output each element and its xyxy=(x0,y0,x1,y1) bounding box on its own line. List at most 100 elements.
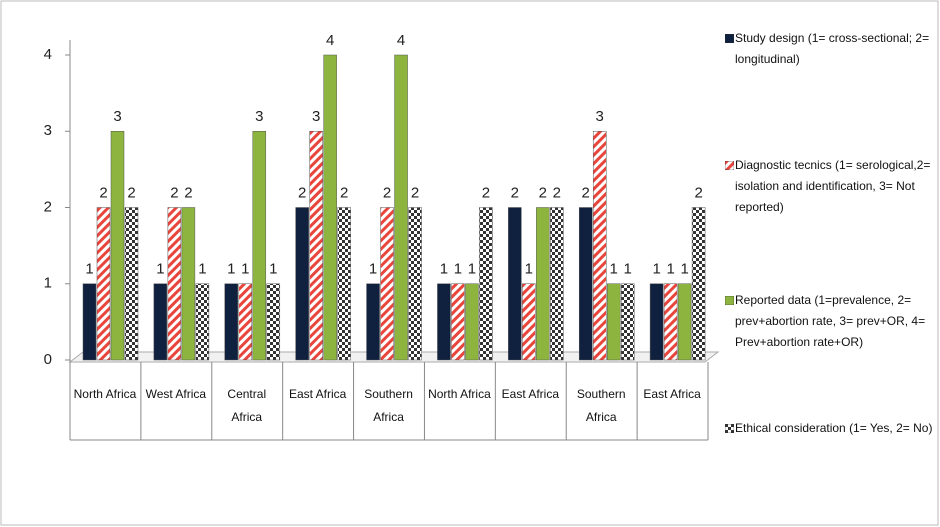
data-label: 1 xyxy=(454,261,462,278)
bar xyxy=(82,283,97,361)
bar xyxy=(437,283,451,361)
bar xyxy=(394,54,408,361)
x-tick-label: Central Africa xyxy=(227,387,267,424)
legend-swatch-fill xyxy=(725,161,734,170)
bar xyxy=(550,207,564,361)
bar xyxy=(295,207,309,361)
legend-entry: Study design (1= cross-sectional; 2= lon… xyxy=(735,31,930,66)
bar xyxy=(224,283,239,361)
x-tick-label: West Africa xyxy=(145,387,207,401)
data-label: 1 xyxy=(227,261,235,278)
bar xyxy=(309,131,323,361)
bar xyxy=(195,283,210,361)
data-label: 2 xyxy=(298,184,306,201)
data-label: 3 xyxy=(113,108,121,125)
legend-swatch-fill xyxy=(725,424,734,433)
bar xyxy=(536,207,550,361)
x-tick-label: East Africa xyxy=(501,387,559,401)
x-tick-label: East Africa xyxy=(288,387,347,401)
data-label: 2 xyxy=(411,184,419,201)
bar xyxy=(366,283,380,361)
floor xyxy=(68,351,720,363)
data-label: 1 xyxy=(468,261,476,278)
legend-swatch xyxy=(725,161,734,170)
data-label: 1 xyxy=(269,261,277,278)
bar xyxy=(110,131,125,361)
x-tick-label: North Africa xyxy=(428,387,491,401)
bar xyxy=(663,283,678,361)
bar xyxy=(167,207,182,361)
data-label: 3 xyxy=(312,108,320,125)
y-tick-label: 4 xyxy=(44,46,52,63)
data-label: 2 xyxy=(539,184,547,201)
y-tick-label: 0 xyxy=(44,351,52,368)
legend-swatch xyxy=(725,34,734,43)
bar xyxy=(337,207,351,361)
bar xyxy=(124,207,139,361)
bar xyxy=(508,207,522,361)
bar xyxy=(238,283,253,361)
bar xyxy=(522,283,536,361)
x-tick-label: Southern Africa xyxy=(576,387,626,424)
data-label: 2 xyxy=(511,184,519,201)
x-tick-label: North Africa xyxy=(73,387,137,401)
bar xyxy=(479,207,493,361)
data-label: 1 xyxy=(85,261,93,278)
data-label: 3 xyxy=(596,108,604,125)
legend-entry: Reported data (1=prevalence, 2= prev+abo… xyxy=(735,293,926,349)
y-tick-label: 1 xyxy=(44,275,52,292)
bar xyxy=(96,207,111,361)
data-label: 2 xyxy=(99,184,107,201)
bar xyxy=(266,283,281,361)
bar xyxy=(606,283,621,361)
data-label: 1 xyxy=(624,261,632,278)
bar xyxy=(649,283,664,361)
legend-swatch xyxy=(725,424,734,433)
bar xyxy=(465,283,479,361)
data-label: 1 xyxy=(525,261,533,278)
data-label: 3 xyxy=(255,108,263,125)
legend-entry: Ethical consideration (1= Yes, 2= No) xyxy=(735,421,933,435)
data-label: 4 xyxy=(397,32,405,49)
data-label: 2 xyxy=(582,184,590,201)
legend-entry: Diagnostic tecnics (1= serological,2= is… xyxy=(735,158,931,214)
y-tick-label: 3 xyxy=(44,122,52,139)
bar xyxy=(677,283,692,361)
data-label: 1 xyxy=(156,261,164,278)
x-tick-label: East Africa xyxy=(643,387,701,401)
data-label: 2 xyxy=(482,184,490,201)
legend-swatch-fill xyxy=(725,296,734,305)
bar xyxy=(181,207,196,361)
bar xyxy=(578,207,593,361)
data-label: 1 xyxy=(198,261,206,278)
data-label: 4 xyxy=(326,32,334,49)
bar xyxy=(252,131,267,361)
bar xyxy=(451,283,465,361)
bar xyxy=(592,131,607,361)
data-label: 2 xyxy=(340,184,348,201)
bar xyxy=(153,283,168,361)
data-label: 1 xyxy=(610,261,618,278)
legend-swatch-fill xyxy=(725,34,734,43)
data-label: 1 xyxy=(241,261,249,278)
data-label: 1 xyxy=(369,261,377,278)
data-label: 2 xyxy=(127,184,135,201)
data-label: 2 xyxy=(170,184,178,201)
data-label: 2 xyxy=(553,184,561,201)
bar xyxy=(323,54,337,361)
data-label: 2 xyxy=(694,184,702,201)
data-label: 2 xyxy=(184,184,192,201)
data-label: 1 xyxy=(666,261,674,278)
bar xyxy=(408,207,422,361)
bar xyxy=(380,207,394,361)
data-label: 1 xyxy=(652,261,660,278)
data-label: 2 xyxy=(383,184,391,201)
legend-swatch xyxy=(725,296,734,305)
bar xyxy=(691,207,706,361)
x-tick-label: Southern Africa xyxy=(364,387,413,424)
bar xyxy=(620,283,635,361)
data-label: 1 xyxy=(440,261,448,278)
